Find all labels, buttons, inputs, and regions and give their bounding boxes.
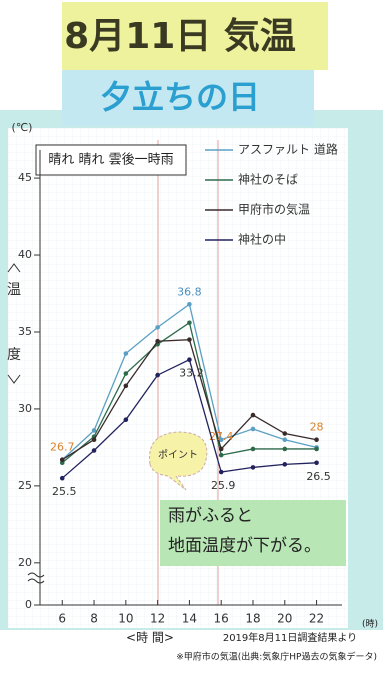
data-point [187,337,192,342]
value-label: 25.9 [211,479,236,492]
y-axis-label: 度 [7,347,21,363]
x-tick-label: 10 [118,612,133,626]
data-point [155,372,160,378]
source: 2019年8月11日調査結果より [223,631,357,644]
data-point [282,462,288,467]
data-point [250,412,256,418]
data-point [250,465,256,470]
data-point [314,446,319,452]
data-point [314,437,319,443]
data-point [187,320,192,326]
note: 雨がふると [168,506,253,526]
value-label: 26.5 [306,470,331,483]
data-point [123,383,129,389]
callout: ポイント [158,449,198,461]
note-box [160,500,346,566]
data-point [250,426,256,432]
legend-label: 甲府市の気温 [238,202,310,217]
legend-label: 神社の中 [238,232,286,247]
data-point [155,325,160,330]
data-point [218,437,224,443]
axis-break [27,572,45,584]
y-tick-label: 35 [18,325,32,338]
subtitle-band [62,70,314,126]
value-label: 36.8 [177,285,202,298]
value-label: 33.2 [179,367,204,380]
title: 8月11日 気温 [64,16,296,57]
data-point [218,469,224,475]
note: 地面温度が下がる。 [168,536,321,556]
data-point [282,446,288,452]
data-point [123,417,129,423]
data-point [91,428,97,433]
y-tick-label: 30 [18,402,32,415]
axis-arrows [7,263,21,384]
y-unit: (℃) [12,121,33,134]
data-point [123,351,129,356]
subtitle: 夕立ちの日 [100,78,260,116]
data-point [91,437,97,443]
weather: 晴れ 晴れ 雲後一時雨 [48,153,173,168]
value-label: 25.5 [52,485,77,498]
x-axis-label: <時 間> [126,631,174,645]
x-tick-label: 16 [214,612,229,626]
x-tick-label: 6 [58,612,66,626]
value-label: 28 [310,421,324,434]
weather-box [35,144,187,176]
value-label: 27.4 [209,430,234,443]
y-tick-label: 45 [18,171,32,184]
data-point [155,338,160,344]
footnote: ※甲府市の気温(出典:気象庁HP過去の気象データ) [176,651,377,663]
y-axis-label: 温 [7,282,21,298]
plot: 0 20 25 30 35 40 45 6 8 10 12 14 16 18 20 22 36.8 アスファルト … [18,142,342,626]
callout-bubble [149,431,208,491]
y-tick-label: 0 [25,598,32,611]
data-point [187,301,192,307]
y-tick-label: 40 [18,248,32,261]
value-label: 26.7 [50,441,75,454]
data-point [250,446,256,452]
data-point [218,446,224,452]
data-point [314,460,319,466]
x-tick-label: 12 [150,612,165,626]
data-point [187,357,192,362]
data-point [218,452,224,458]
legend-label: 神社のそば [238,172,298,187]
data-point [59,475,65,481]
y-tick-label: 25 [18,479,32,492]
x-tick-label: 8 [90,612,98,626]
x-unit: (時) [362,619,378,630]
x-tick-label: 14 [182,612,197,626]
title-band [62,2,328,70]
data-point [59,457,65,463]
data-point [282,431,288,436]
data-point [91,448,97,453]
x-tick-label: 22 [309,612,324,626]
legend-label: アスファルト 道路 [238,142,338,157]
y-tick-label: 20 [18,556,32,569]
data-point [282,437,288,443]
x-tick-label: 18 [245,612,260,626]
data-point [123,371,129,376]
x-tick-label: 20 [277,612,292,626]
